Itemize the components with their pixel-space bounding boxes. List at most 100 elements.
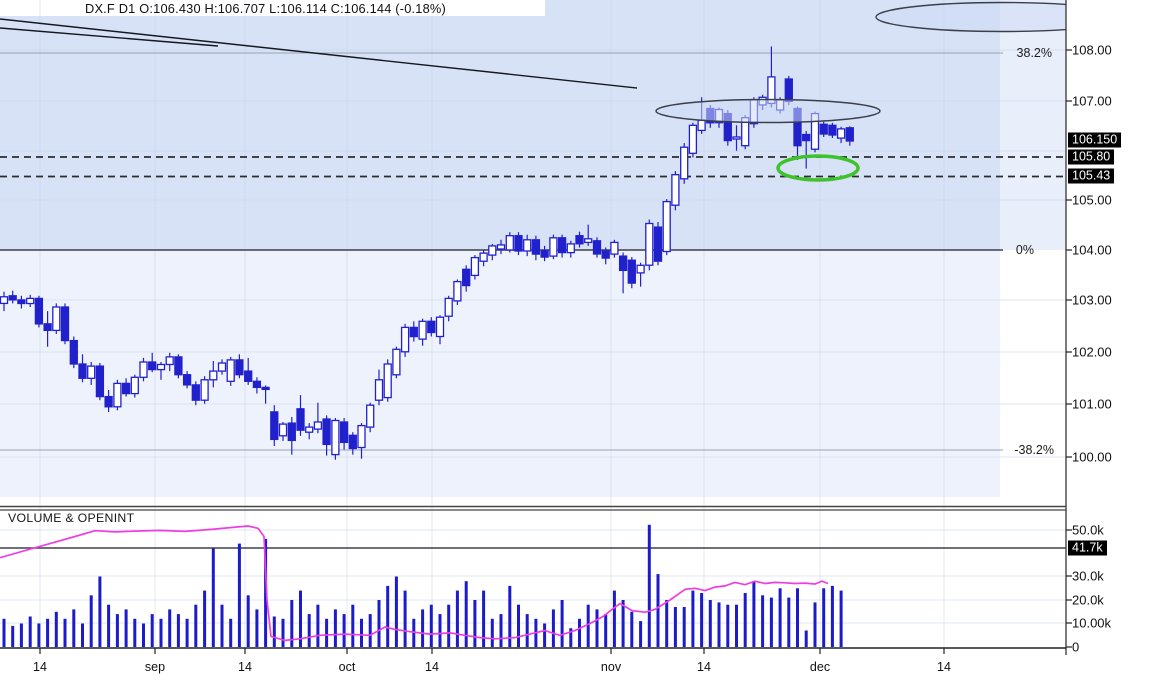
volume-bar	[490, 618, 494, 647]
candle-body-bear	[148, 361, 157, 371]
candle-body-bear	[17, 299, 26, 305]
volume-bar	[578, 618, 581, 647]
time-axis-label-14[interactable]: 14	[33, 660, 47, 674]
volume-bar	[682, 607, 686, 647]
volume-bar	[726, 604, 730, 647]
price-axis-label[interactable]: 105.00	[1072, 192, 1112, 208]
time-axis-label-14[interactable]: 14	[238, 660, 252, 674]
volume-bar	[377, 600, 381, 647]
volume-bar	[517, 604, 520, 647]
candle-body-bull	[470, 256, 480, 277]
price-axis-label[interactable]: 108.00	[1072, 42, 1112, 58]
candle-body-bull	[444, 297, 453, 317]
time-axis-label-sep[interactable]: sep	[144, 660, 166, 674]
candle-body-bear	[121, 382, 131, 395]
fib-label: 38.2%	[1016, 46, 1052, 60]
volume-bar	[220, 604, 224, 647]
volume-bar	[281, 618, 285, 647]
candle-body-bear	[174, 356, 183, 376]
candle-body-bear	[339, 421, 349, 444]
candle-body-bear	[819, 123, 828, 135]
price-axis-label[interactable]: 103.00	[1072, 292, 1112, 308]
candle-body-bear	[34, 297, 44, 325]
volume-bar	[787, 597, 791, 647]
candle-body-bear	[322, 418, 331, 446]
volume-bar	[673, 607, 677, 647]
volume-bar	[447, 604, 451, 647]
volume-axis-label[interactable]: 30.0k	[1072, 568, 1104, 584]
candle-body-bear	[95, 365, 105, 398]
volume-axis-label[interactable]: 0	[1072, 639, 1080, 655]
candle-body-bear	[784, 78, 793, 103]
candle-body-bull	[610, 241, 619, 255]
candle-body-bull	[139, 361, 148, 378]
candle-body-bull	[688, 124, 698, 154]
time-axis-label-nov[interactable]: nov	[600, 660, 622, 674]
time-axis-label-14[interactable]: 14	[697, 660, 711, 674]
ellipse-green-support[interactable]	[776, 154, 860, 182]
volume-axis-label[interactable]: 20.0k	[1072, 592, 1104, 608]
volume-bar	[185, 618, 189, 647]
volume-axis-label[interactable]: 50.0k	[1072, 522, 1104, 538]
volume-bar	[299, 590, 302, 647]
volume-bar	[386, 585, 390, 647]
volume-bar	[717, 602, 721, 647]
time-axis-label-14[interactable]: 14	[425, 660, 439, 674]
candle-body-bear	[104, 395, 113, 408]
candle-body-bull	[400, 326, 410, 353]
candle-body-bull	[435, 316, 445, 338]
volume-bar	[63, 618, 67, 647]
candle-body-bear	[845, 127, 854, 142]
trendline-2[interactable]	[0, 27, 219, 47]
price-axis-label[interactable]: 101.00	[1072, 396, 1112, 412]
candle-body-bull	[226, 359, 235, 382]
price-axis-label[interactable]: 102.00	[1072, 344, 1112, 360]
candle-body-bull	[523, 239, 532, 252]
volume-bar	[290, 600, 294, 647]
volume-bar	[168, 609, 172, 647]
candle-body-bear	[235, 359, 244, 376]
price-axis-label[interactable]: 100.00	[1072, 449, 1112, 465]
price-axis-label[interactable]: 107.00	[1072, 93, 1112, 109]
volume-bar	[639, 621, 643, 647]
time-axis-label-14[interactable]: 14	[937, 660, 951, 674]
volume-bar	[264, 538, 268, 647]
candle-body-bull	[566, 243, 575, 254]
candle-body-bull	[680, 146, 689, 180]
candle-body-bear	[252, 380, 262, 389]
candle-body-bear	[462, 268, 471, 287]
volume-bar	[761, 595, 765, 647]
candle-body-bear	[557, 237, 567, 254]
candle-body-bear	[270, 411, 279, 441]
volume-bar	[743, 593, 747, 647]
candle-body-bull	[496, 244, 506, 250]
volume-bar	[612, 590, 616, 647]
candle-body-bull	[305, 426, 314, 433]
candle-body-bear	[427, 320, 436, 334]
candle-body-bear	[592, 240, 602, 255]
volume-bar	[708, 600, 712, 647]
volume-bar	[54, 611, 58, 648]
price-axis-label[interactable]: 104.00	[1072, 242, 1112, 258]
candle-body-bull	[278, 423, 288, 437]
volume-bar	[272, 616, 276, 647]
candle-body-bear	[261, 386, 270, 391]
volume-bar	[307, 614, 311, 647]
ellipse-top-right[interactable]	[875, 1, 1128, 33]
candle-body-bear	[531, 239, 541, 255]
time-axis-label-dec[interactable]: dec	[809, 660, 831, 674]
price-level-badge: 105.43	[1068, 168, 1115, 184]
candle-body-bull	[645, 222, 654, 266]
volume-axis-label[interactable]: 10.00k	[1072, 615, 1112, 631]
ellipse-consolidation[interactable]	[655, 98, 881, 124]
candle-body-bull	[209, 370, 218, 381]
candle-body-bull	[392, 348, 401, 376]
candle-body-bear	[627, 259, 636, 284]
time-axis-label-oct[interactable]: oct	[338, 660, 356, 674]
candle-body-bull	[0, 296, 9, 305]
open-interest-line	[0, 525, 829, 642]
volume-bar	[473, 600, 477, 647]
trendline-1[interactable]	[0, 18, 638, 89]
volume-bar	[656, 574, 660, 647]
